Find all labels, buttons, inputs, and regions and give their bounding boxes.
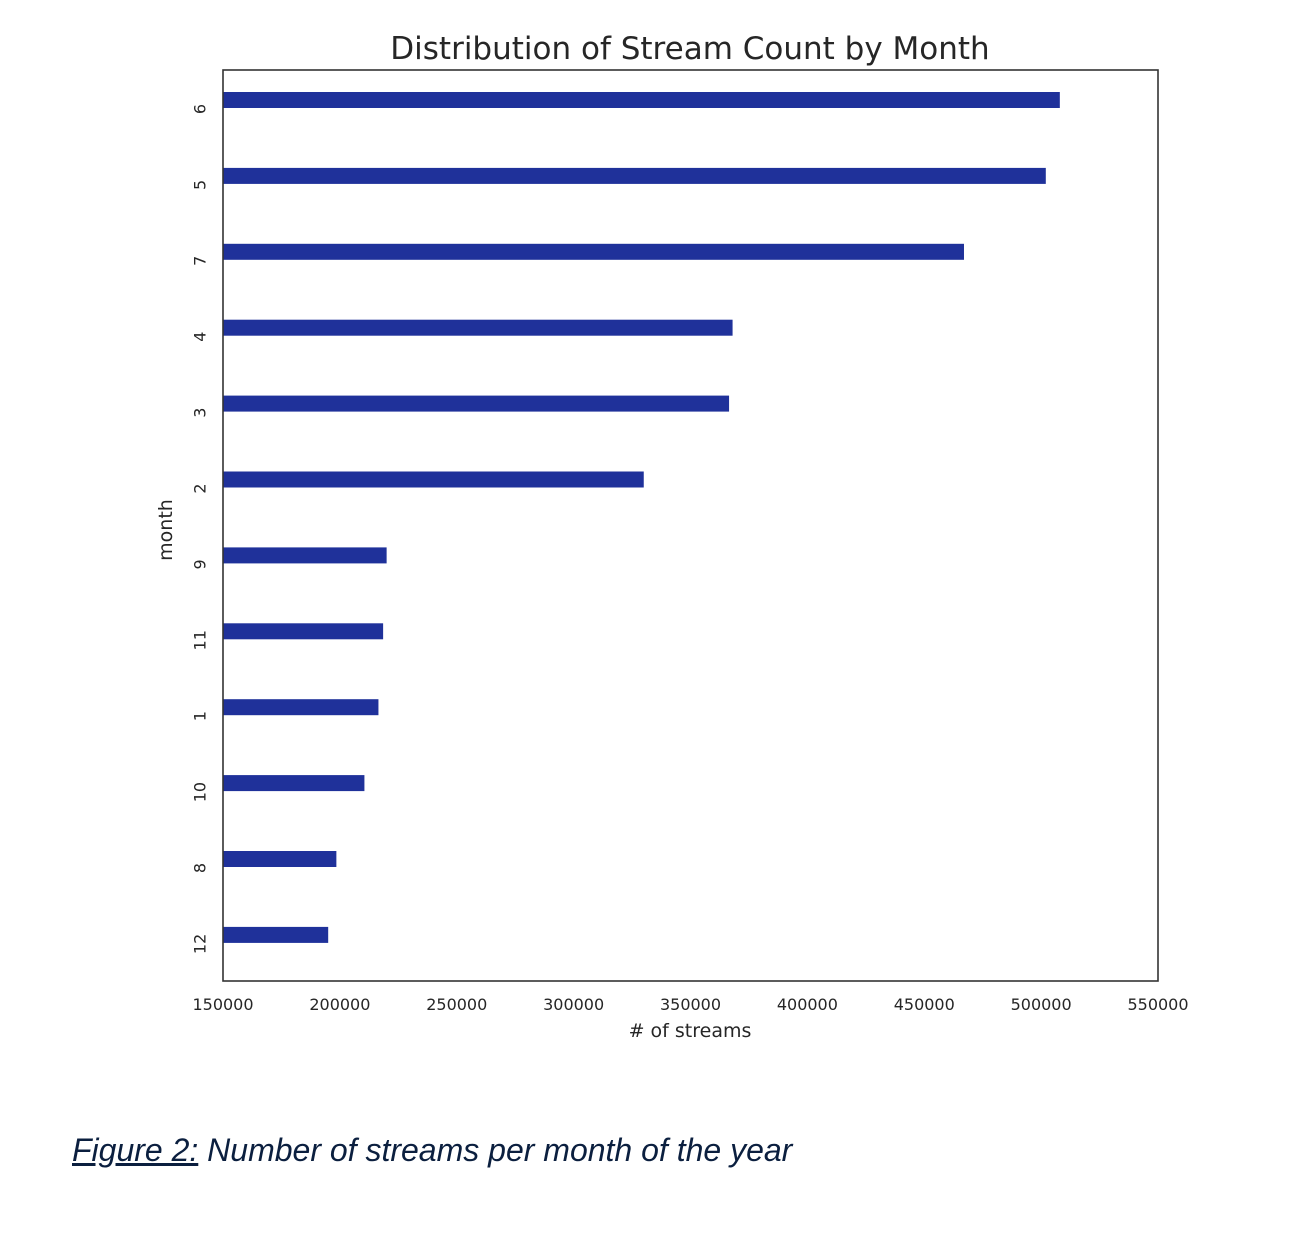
y-tick-label: 10: [191, 782, 210, 802]
bar-month-5: [223, 167, 1046, 184]
chart-title: Distribution of Stream Count by Month: [390, 31, 989, 67]
x-tick-label: 150000: [192, 995, 253, 1014]
plot-frame: [222, 69, 1159, 982]
bar-month-10: [223, 775, 365, 792]
x-tick-label: 250000: [426, 995, 487, 1014]
y-tick-label: 7: [191, 256, 210, 266]
x-tick-label: 350000: [660, 995, 721, 1014]
bar-month-12: [223, 926, 329, 943]
y-tick-label: 8: [191, 863, 210, 873]
x-tick-label: 200000: [309, 995, 370, 1014]
bar-month-7: [223, 243, 964, 260]
bar-month-3: [223, 395, 730, 412]
bar-month-11: [223, 623, 384, 640]
y-axis-label: month: [155, 499, 177, 561]
x-axis-label: # of streams: [629, 1020, 752, 1042]
y-tick-label: 5: [191, 180, 210, 190]
bar-month-4: [223, 319, 733, 336]
bars-group: [223, 92, 1060, 943]
y-tick-label: 11: [191, 630, 210, 650]
y-tick-label: 4: [191, 332, 210, 342]
x-tick-label: 300000: [543, 995, 604, 1014]
bar-month-1: [223, 699, 379, 716]
caption-text: Number of streams per month of the year: [198, 1132, 793, 1168]
y-tick-label: 3: [191, 408, 210, 418]
y-tick-label: 1: [191, 711, 210, 721]
bar-month-8: [223, 851, 337, 867]
bar-month-2: [223, 471, 644, 488]
y-tick-label: 9: [191, 559, 210, 569]
x-tick-label: 400000: [777, 995, 838, 1014]
x-tick-label: 550000: [1127, 995, 1188, 1014]
figure-caption: Figure 2: Number of streams per month of…: [72, 1132, 792, 1169]
bar-month-6: [223, 92, 1060, 108]
x-tick-labels: 150000 200000 250000 300000 350000 400000 4500…: [192, 995, 1188, 1014]
y-tick-label: 12: [191, 934, 210, 954]
y-tick-label: 2: [191, 483, 210, 493]
bar-chart: Distribution of Stream Count by Month 6 5…: [155, 31, 1189, 1042]
x-tick-label: 450000: [894, 995, 955, 1014]
bar-month-9: [223, 547, 387, 564]
y-tick-label: 6: [191, 104, 210, 114]
x-tick-label: 500000: [1011, 995, 1072, 1014]
caption-label: Figure 2:: [72, 1132, 199, 1168]
